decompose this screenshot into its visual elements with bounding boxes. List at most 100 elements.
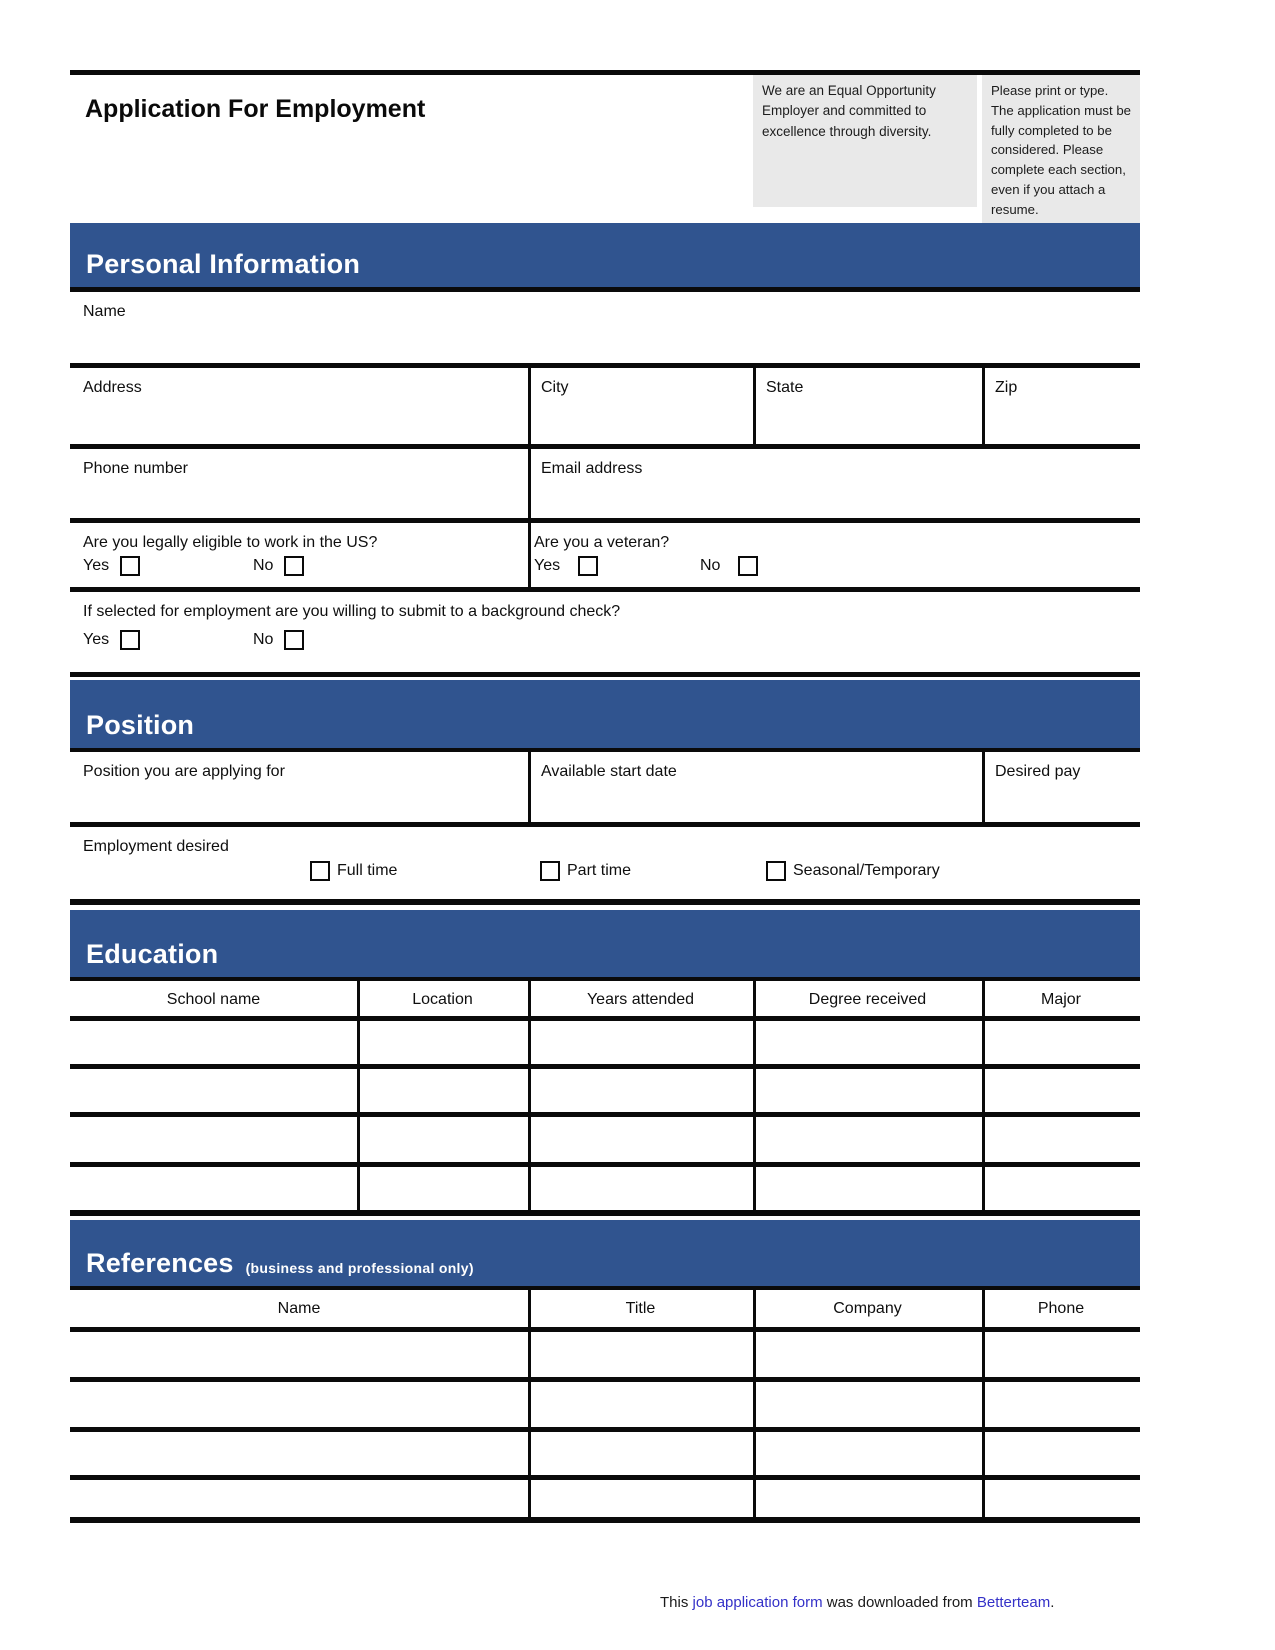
row-line [70, 1016, 1140, 1021]
background-yes-checkbox-icon[interactable] [120, 630, 141, 650]
full-time-checkbox-icon[interactable] [310, 861, 330, 881]
city-label: City [541, 379, 569, 396]
job-application-form-link[interactable]: job application form [692, 1594, 823, 1611]
divider-line [70, 1286, 1140, 1290]
reference-row[interactable] [70, 1480, 1140, 1517]
divider-line [70, 518, 1140, 523]
divider-line [70, 363, 1140, 368]
row-line [70, 1162, 1140, 1167]
divider-line [70, 287, 1140, 292]
row-line [70, 1475, 1140, 1480]
column-divider [357, 977, 360, 1210]
eeo-notice-box: We are an Equal Opportunity Employer and… [753, 75, 977, 207]
no-label: No [700, 557, 721, 574]
column-divider [753, 368, 756, 444]
education-col-degree: Degree received [808, 991, 927, 1008]
education-row[interactable] [70, 1117, 1140, 1162]
state-label: State [766, 379, 804, 396]
no-label: No [253, 631, 274, 648]
eligible-no-checkbox-icon[interactable] [284, 556, 305, 576]
print-notice-box: Please print or type. The application mu… [982, 75, 1140, 228]
email-field[interactable]: Email address [528, 449, 1140, 518]
background-question: If selected for employment are you willi… [83, 603, 621, 620]
full-time-option[interactable]: Full time [310, 861, 397, 881]
desired-pay-label: Desired pay [995, 763, 1081, 780]
column-divider [528, 523, 531, 587]
veteran-question: Are you a veteran? [534, 534, 670, 551]
background-yes-option[interactable]: Yes [83, 630, 141, 650]
state-field[interactable]: State [753, 368, 982, 444]
background-question-cell: If selected for employment are you willi… [70, 592, 1140, 672]
divider-line [70, 1517, 1140, 1523]
education-col-location: Location [412, 991, 473, 1008]
divider-line [70, 977, 1140, 981]
row-line [70, 1112, 1140, 1117]
column-divider [982, 752, 985, 822]
phone-label: Phone number [83, 460, 188, 477]
column-divider [753, 977, 756, 1210]
education-col-major: Major [1040, 991, 1081, 1008]
background-no-checkbox-icon[interactable] [284, 630, 305, 650]
row-line [70, 1377, 1140, 1382]
city-field[interactable]: City [528, 368, 753, 444]
personal-section-title: Personal Information [86, 249, 361, 279]
veteran-yes-checkbox-icon[interactable] [578, 556, 599, 576]
applying-for-label: Position you are applying for [83, 763, 285, 780]
seasonal-checkbox-icon[interactable] [766, 861, 786, 881]
column-divider [753, 1286, 756, 1517]
divider-line [70, 822, 1140, 827]
row-line [70, 1327, 1140, 1332]
veteran-yes-option[interactable]: Yes [534, 556, 599, 576]
veteran-no-checkbox-icon[interactable] [738, 556, 759, 576]
name-field[interactable]: Name [70, 292, 1140, 363]
desired-pay-field[interactable]: Desired pay [982, 752, 1140, 822]
column-divider [982, 1286, 985, 1517]
address-field[interactable]: Address [70, 368, 528, 444]
veteran-question-cell: Are you a veteran? [528, 523, 1140, 587]
veteran-no-option[interactable]: No [700, 556, 759, 576]
applying-for-field[interactable]: Position you are applying for [70, 752, 528, 822]
seasonal-option[interactable]: Seasonal/Temporary [766, 861, 940, 881]
eligible-yes-checkbox-icon[interactable] [120, 556, 141, 576]
employment-desired-label: Employment desired [83, 838, 229, 855]
education-col-school: School name [166, 991, 261, 1008]
document-title: Application For Employment [85, 95, 426, 123]
yes-label: Yes [83, 631, 110, 648]
education-row[interactable] [70, 1021, 1140, 1064]
education-col-years: Years attended [586, 991, 695, 1008]
reference-row[interactable] [70, 1382, 1140, 1427]
part-time-option[interactable]: Part time [540, 861, 631, 881]
eeo-notice-text: We are an Equal Opportunity Employer and… [762, 83, 936, 139]
column-divider [528, 449, 531, 518]
section-bar-education: Education [70, 910, 1140, 977]
name-label: Name [83, 303, 126, 320]
reference-row[interactable] [70, 1432, 1140, 1475]
start-date-field[interactable]: Available start date [528, 752, 982, 822]
full-time-label: Full time [337, 862, 398, 879]
column-divider [528, 368, 531, 444]
part-time-checkbox-icon[interactable] [540, 861, 560, 881]
row-line [70, 1427, 1140, 1432]
education-row[interactable] [70, 1069, 1140, 1112]
references-col-title: Title [625, 1300, 656, 1317]
references-col-phone: Phone [1037, 1300, 1085, 1317]
zip-field[interactable]: Zip [982, 368, 1140, 444]
section-bar-references: References (business and professional on… [70, 1220, 1140, 1286]
eligible-no-option[interactable]: No [253, 556, 305, 576]
eligible-yes-option[interactable]: Yes [83, 556, 141, 576]
top-border-line [70, 70, 1140, 75]
references-col-company: Company [833, 1300, 902, 1317]
print-notice-text: Please print or type. The application mu… [991, 83, 1132, 217]
email-label: Email address [541, 460, 643, 477]
column-divider [528, 977, 531, 1210]
column-divider [528, 752, 531, 822]
phone-field[interactable]: Phone number [70, 449, 528, 518]
education-row[interactable] [70, 1167, 1140, 1210]
betterteam-link[interactable]: Betterteam [976, 1594, 1051, 1611]
references-section-subtitle: (business and professional only) [245, 1260, 474, 1276]
background-no-option[interactable]: No [253, 630, 305, 650]
reference-row[interactable] [70, 1332, 1140, 1377]
divider-line [70, 587, 1140, 592]
eligible-question-cell: Are you legally eligible to work in the … [70, 523, 528, 587]
